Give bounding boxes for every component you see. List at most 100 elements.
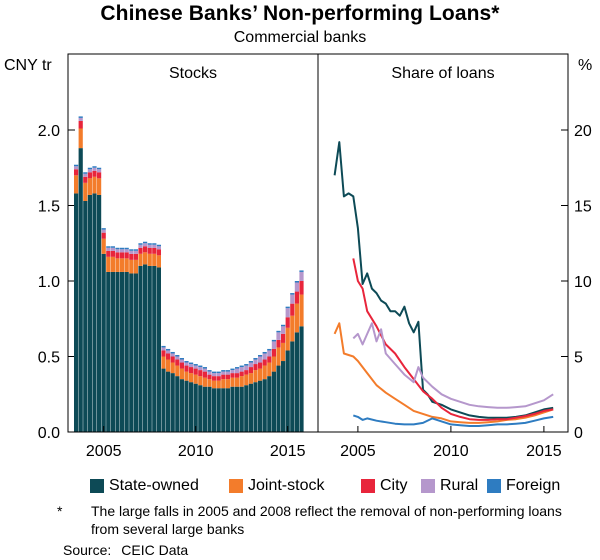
source-line: Source: CEIC Data <box>63 542 188 558</box>
bar-foreign-2008q3 <box>166 348 171 351</box>
bar-joint-stock-2013q4 <box>262 365 267 380</box>
bar-state-owned-2012q3 <box>239 386 244 432</box>
bar-city-2005q1 <box>101 232 106 239</box>
bar-state-owned-2011q2 <box>216 388 221 432</box>
bar-city-2015q3 <box>294 291 299 304</box>
bar-rural-2012q4 <box>244 365 249 371</box>
bar-joint-stock-2013q2 <box>253 370 258 383</box>
bar-foreign-2004q4 <box>97 167 102 170</box>
bar-rural-2015q3 <box>294 282 299 292</box>
bar-joint-stock-2013q1 <box>248 373 253 384</box>
bar-city-2014q1 <box>267 356 272 363</box>
bar-city-2006q1 <box>120 252 125 259</box>
legend: State-owned Joint-stock City Rural Forei… <box>0 476 600 496</box>
stocks-bars <box>74 116 304 432</box>
bar-city-2013q2 <box>253 364 258 371</box>
bar-foreign-2011q3 <box>221 370 226 372</box>
bar-state-owned-2011q1 <box>212 388 217 432</box>
bar-city-2012q2 <box>235 373 240 378</box>
line-rural <box>352 322 554 409</box>
bar-state-owned-2009q3 <box>184 380 189 432</box>
bar-joint-stock-2011q3 <box>221 379 226 389</box>
bar-state-owned-2015q3 <box>294 332 299 432</box>
bar-city-2004q1 <box>83 176 88 183</box>
bar-foreign-2006q2 <box>124 247 129 250</box>
bar-foreign-2007q2 <box>143 241 148 244</box>
bar-state-owned-2007q4 <box>152 265 157 432</box>
bar-joint-stock-2009q3 <box>184 371 189 381</box>
bar-city-2008q2 <box>161 350 166 357</box>
bar-joint-stock-2009q1 <box>175 365 180 377</box>
bar-state-owned-2013q4 <box>262 379 267 432</box>
bar-foreign-2009q2 <box>179 358 184 360</box>
bar-state-owned-2010q1 <box>193 383 198 432</box>
bar-foreign-2009q4 <box>189 362 194 365</box>
legend-label-state-owned: State-owned <box>109 477 199 494</box>
bar-joint-stock-2005q4 <box>115 258 120 272</box>
bar-rural-2008q1 <box>156 246 161 250</box>
bar-rural-2010q4 <box>207 371 212 375</box>
bar-rural-2010q1 <box>193 365 198 369</box>
bar-state-owned-2011q3 <box>221 388 226 432</box>
bar-state-owned-2006q1 <box>120 271 125 432</box>
bar-state-owned-2004q2 <box>87 194 92 432</box>
bar-city-2012q3 <box>239 371 244 377</box>
bar-joint-stock-2006q1 <box>120 258 125 272</box>
y-unit-right: % <box>578 57 592 74</box>
bar-foreign-2012q2 <box>235 367 240 369</box>
bar-city-2013q3 <box>258 362 263 369</box>
x-tick-left-2010: 2010 <box>178 443 214 460</box>
bar-rural-2005q4 <box>115 249 120 253</box>
bar-foreign-2005q3 <box>110 246 115 248</box>
bar-foreign-2010q3 <box>202 367 207 369</box>
bar-city-2011q2 <box>216 376 221 381</box>
bar-foreign-2010q1 <box>193 364 198 366</box>
chart-subtitle: Commercial banks <box>233 29 367 46</box>
bar-city-2006q3 <box>129 253 134 260</box>
line-foreign <box>352 414 554 427</box>
bar-state-owned-2012q1 <box>230 386 235 432</box>
bar-joint-stock-2010q2 <box>198 376 203 386</box>
bar-rural-2014q1 <box>267 350 272 357</box>
bar-state-owned-2013q2 <box>253 382 258 432</box>
bar-state-owned-2013q1 <box>248 383 253 432</box>
y-unit-left: CNY tr <box>4 57 52 74</box>
y-tick-left-0-5: 0.5 <box>38 350 60 367</box>
bar-state-owned-2005q2 <box>106 271 111 432</box>
bar-rural-2008q4 <box>170 353 175 357</box>
bar-foreign-2013q2 <box>253 358 258 360</box>
bar-rural-2014q4 <box>281 326 286 334</box>
bar-state-owned-2005q1 <box>101 253 106 432</box>
bar-foreign-2007q1 <box>138 243 143 245</box>
bar-rural-2014q2 <box>271 341 276 349</box>
bar-joint-stock-2009q4 <box>189 373 194 383</box>
bar-rural-2010q3 <box>202 368 207 372</box>
bar-foreign-2008q1 <box>156 244 161 247</box>
bar-foreign-2011q4 <box>225 370 230 372</box>
x-tick-left-2015: 2015 <box>270 443 306 460</box>
bar-foreign-2015q2 <box>290 293 295 295</box>
bar-rural-2004q2 <box>87 169 92 173</box>
bar-foreign-2009q1 <box>175 354 180 357</box>
bar-joint-stock-2012q2 <box>235 377 240 387</box>
legend-label-rural: Rural <box>440 477 479 494</box>
bar-state-owned-2010q2 <box>198 385 203 432</box>
bar-state-owned-2006q2 <box>124 271 129 432</box>
bar-city-2005q2 <box>106 250 111 257</box>
bar-rural-2007q1 <box>138 244 143 248</box>
bar-rural-2007q3 <box>147 244 152 248</box>
bar-city-2015q4 <box>299 281 304 295</box>
y-tick-left-0-0: 0.0 <box>38 425 60 442</box>
bar-joint-stock-2010q4 <box>207 379 212 387</box>
bar-joint-stock-2012q1 <box>230 377 235 387</box>
bar-city-2013q1 <box>248 367 253 374</box>
legend-item-joint-stock: Joint-stock <box>229 476 324 496</box>
bar-foreign-2003q3 <box>74 164 79 167</box>
bar-foreign-2013q1 <box>248 361 253 363</box>
legend-swatch-city <box>361 479 375 493</box>
legend-swatch-state-owned <box>90 479 104 493</box>
bar-state-owned-2010q4 <box>207 386 212 432</box>
bar-city-2010q4 <box>207 374 212 380</box>
bar-rural-2005q2 <box>106 247 111 251</box>
bar-joint-stock-2007q3 <box>147 253 152 266</box>
